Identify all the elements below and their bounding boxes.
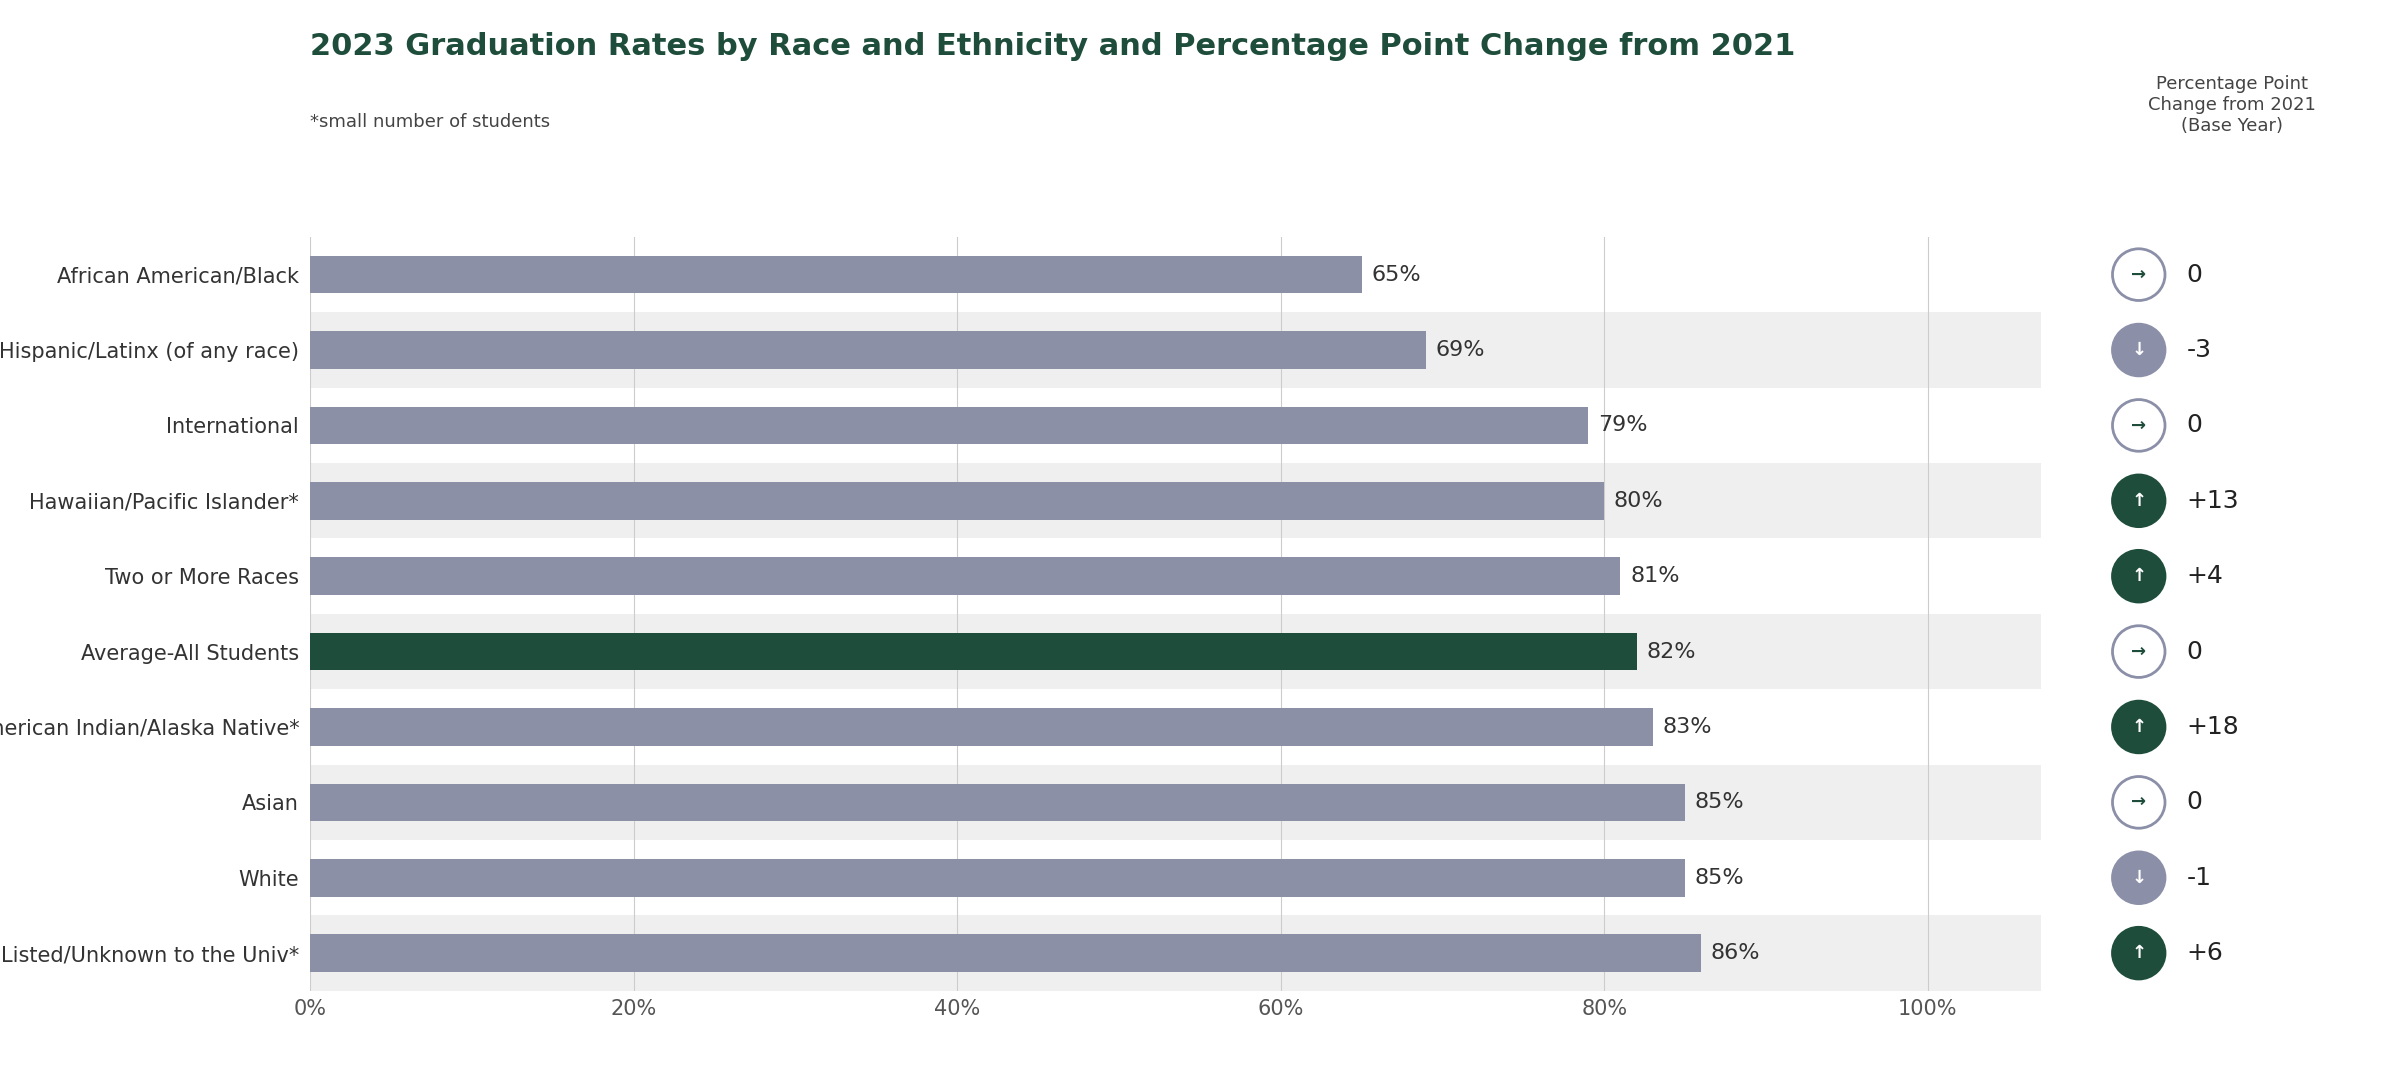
Bar [310,689,2041,765]
Bar [310,463,2041,538]
Text: →: → [2132,643,2146,660]
Bar [310,840,2041,915]
Text: ↓: ↓ [2132,869,2146,886]
Bar [310,557,1621,595]
Text: 0: 0 [2186,263,2203,286]
Text: →: → [2132,266,2146,283]
Bar [310,784,1685,821]
Text: →: → [2132,794,2146,811]
Text: -1: -1 [2186,866,2210,890]
Bar [310,312,2041,388]
Text: →: → [2132,417,2146,434]
Bar [310,859,1685,896]
Text: 86%: 86% [1711,943,1762,963]
Text: ↓: ↓ [2132,341,2146,359]
Text: ↑: ↑ [2132,492,2146,509]
Text: 69%: 69% [1437,340,1485,360]
Text: 0: 0 [2186,791,2203,814]
Bar [310,614,2041,689]
Bar [310,331,1427,368]
Text: 65%: 65% [1370,265,1420,284]
Bar [310,709,1652,745]
Text: 83%: 83% [1661,717,1711,737]
Text: 0: 0 [2186,640,2203,663]
Text: 85%: 85% [1695,868,1745,887]
Bar [310,935,1702,973]
Text: +6: +6 [2186,941,2222,965]
Text: +13: +13 [2186,489,2239,513]
Text: -3: -3 [2186,338,2210,362]
Bar [310,538,2041,614]
Text: ↑: ↑ [2132,568,2146,585]
Text: 0: 0 [2186,414,2203,437]
Bar [310,632,1637,670]
Text: 81%: 81% [1630,567,1680,586]
Text: Percentage Point
Change from 2021
(Base Year): Percentage Point Change from 2021 (Base … [2148,75,2315,135]
Text: 2023 Graduation Rates by Race and Ethnicity and Percentage Point Change from 202: 2023 Graduation Rates by Race and Ethnic… [310,32,1795,61]
Text: ↑: ↑ [2132,945,2146,962]
Text: 82%: 82% [1647,642,1695,661]
Bar [310,406,1587,444]
Text: +4: +4 [2186,564,2222,588]
Bar [310,388,2041,463]
Bar [310,915,2041,991]
Text: 80%: 80% [1614,491,1664,510]
Text: +18: +18 [2186,715,2239,739]
Bar [310,237,2041,312]
Bar [310,255,1361,293]
Text: 85%: 85% [1695,793,1745,812]
Bar [310,482,1604,520]
Text: ↑: ↑ [2132,718,2146,736]
Bar [310,765,2041,840]
Text: 79%: 79% [1597,416,1647,435]
Text: *small number of students: *small number of students [310,113,551,131]
